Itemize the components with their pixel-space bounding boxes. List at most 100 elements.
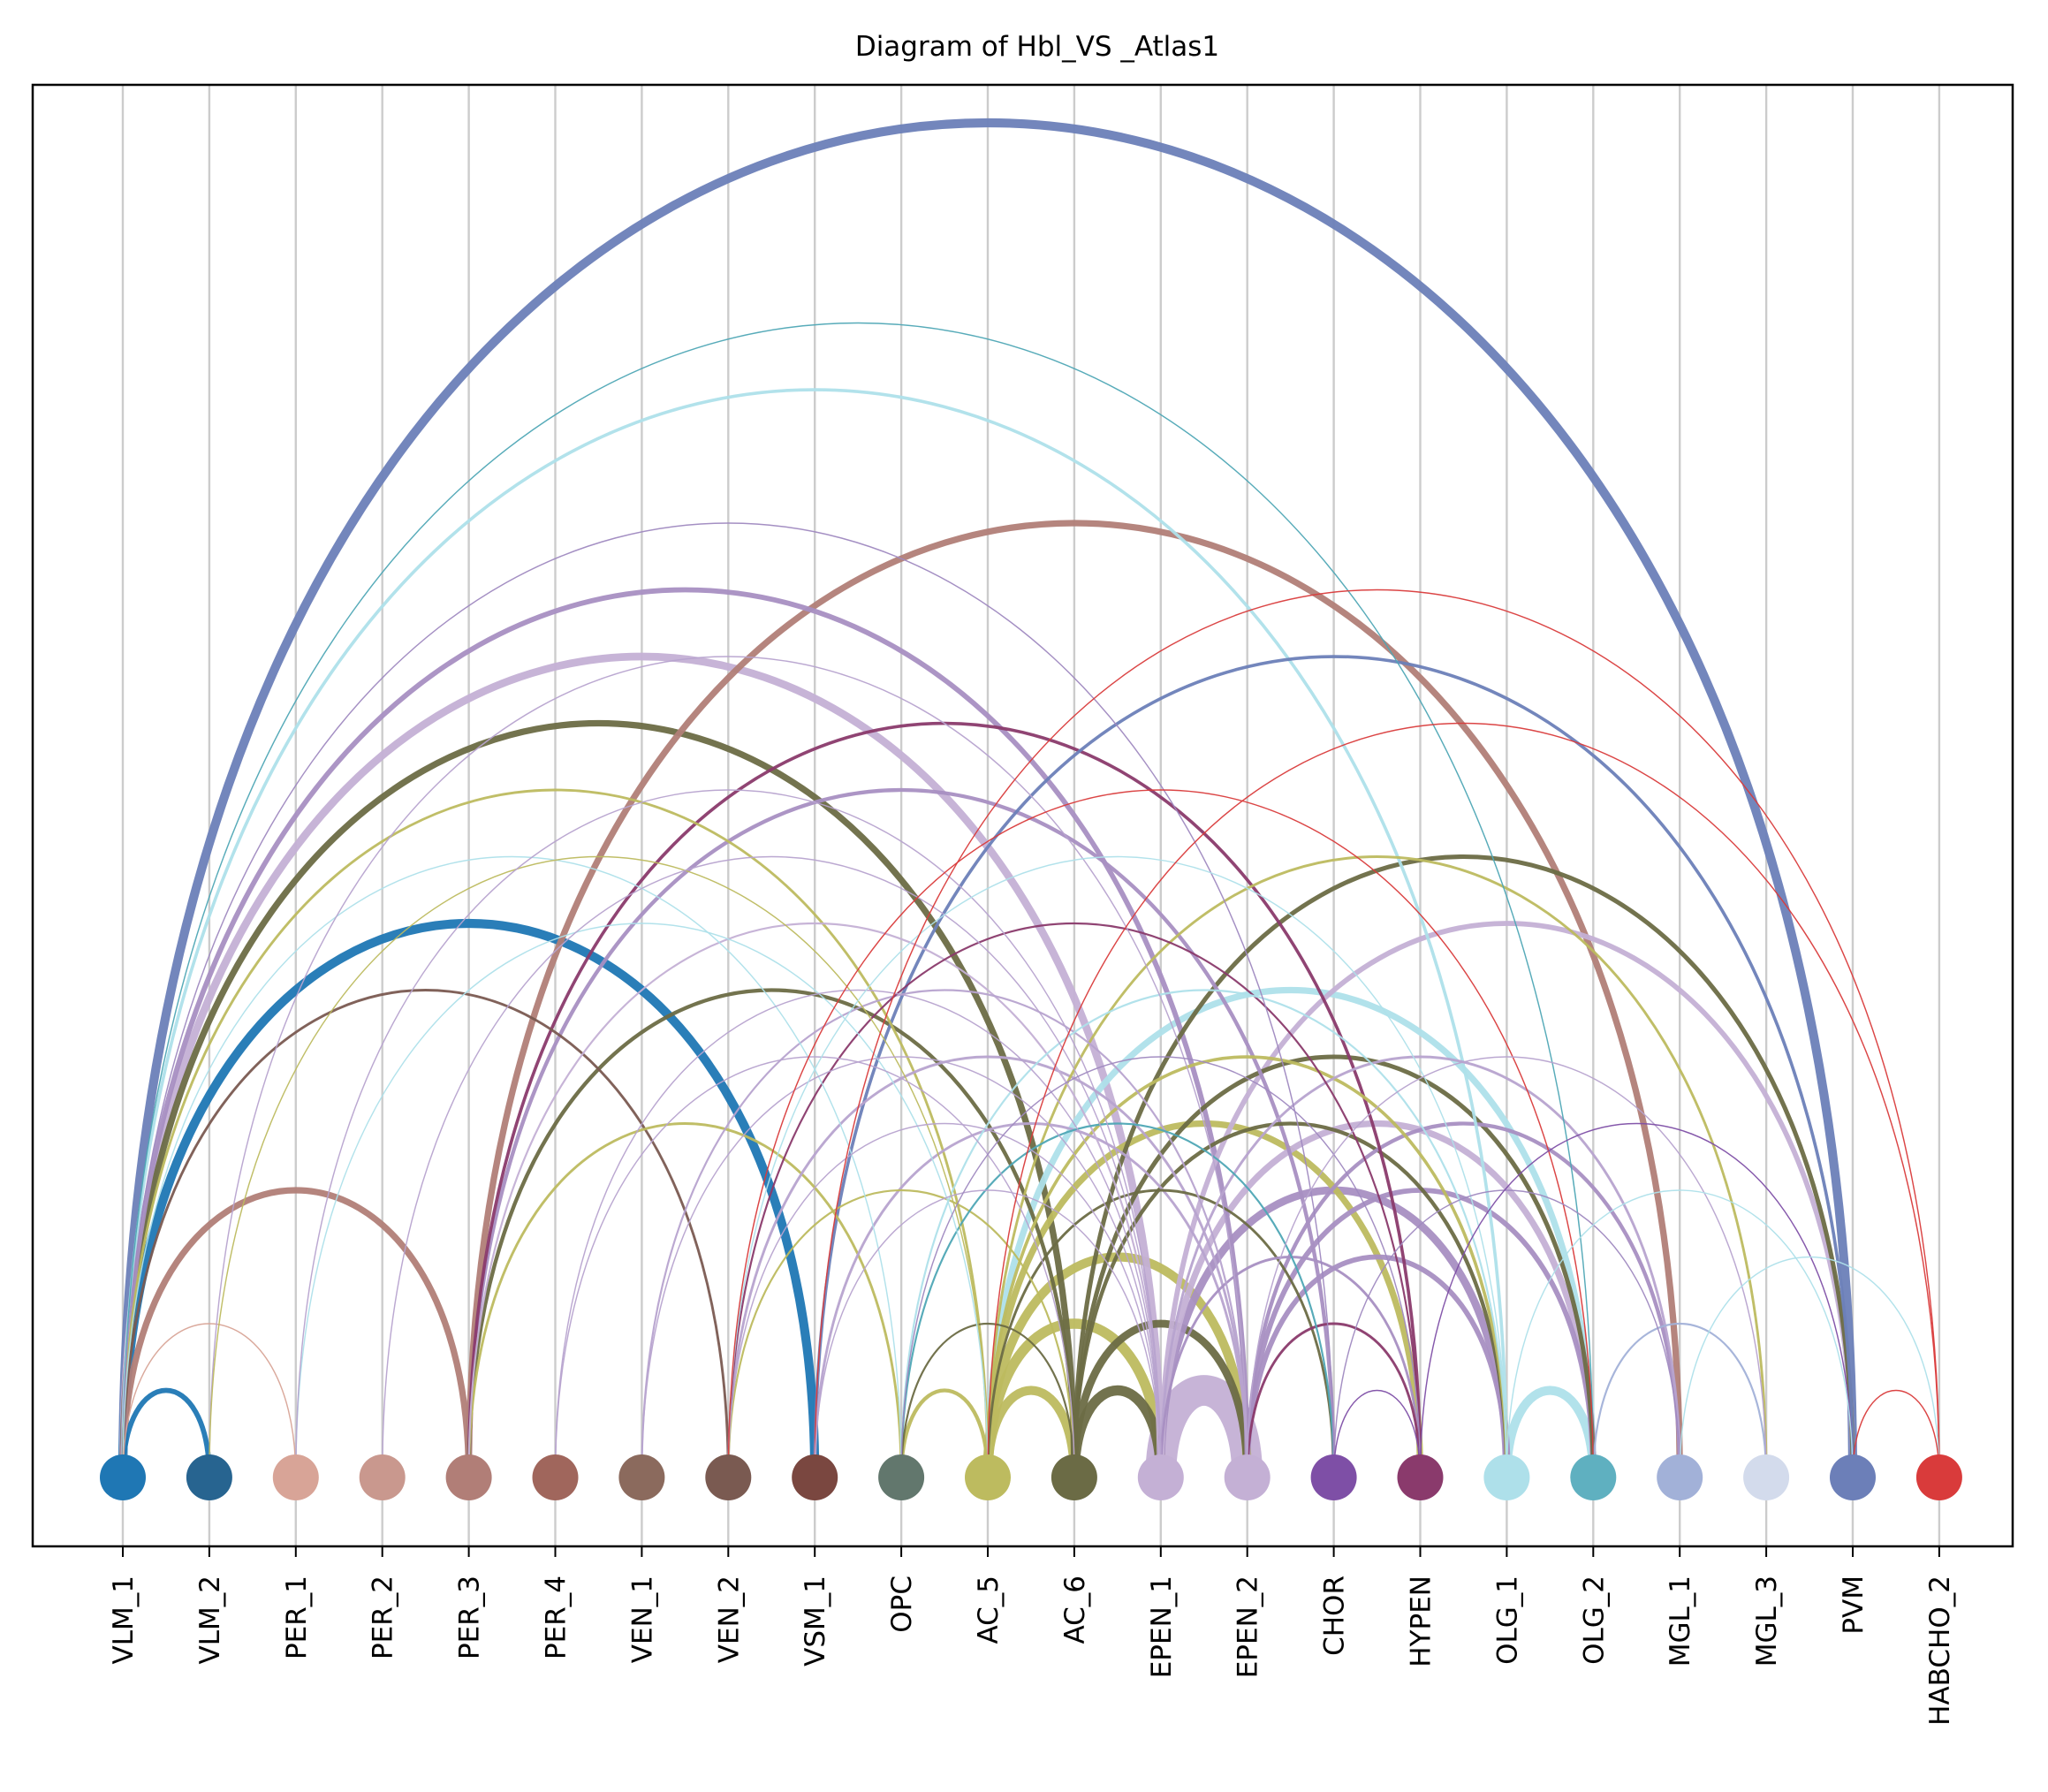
- arc-EPEN_2-HYPEN: [1246, 1322, 1422, 1478]
- node-OPC: [878, 1454, 925, 1500]
- x-tick-label: PER_1: [281, 1576, 313, 1659]
- arc-PER_2-EPEN_1: [381, 856, 1162, 1478]
- arc-VLM_1-OLG_1: [121, 388, 1509, 1478]
- arc-AC_5-CHOR: [986, 1188, 1336, 1478]
- arc-VLM_1-VSM_1: [118, 918, 820, 1478]
- arc-EPEN_1-PVM: [1157, 921, 1855, 1478]
- arc-VLM_2-EPEN_2: [209, 656, 1248, 1478]
- arc-VLM_1-AC_5: [121, 788, 990, 1478]
- arc-VLM_1-VLM_2: [120, 1387, 212, 1478]
- arc-AC_6-EPEN_2: [1070, 1319, 1252, 1478]
- arc-OPC-AC_5: [899, 1388, 990, 1478]
- node-AC_6: [1051, 1454, 1097, 1500]
- node-VEN_2: [705, 1454, 752, 1500]
- arc-EPEN_1-HYPEN: [1159, 1256, 1422, 1478]
- x-tick-label: EPEN_1: [1146, 1576, 1178, 1678]
- node-EPEN_2: [1224, 1454, 1271, 1500]
- node-PER_2: [359, 1454, 406, 1500]
- arc-VLM_1-VEN_2: [121, 989, 730, 1478]
- x-tick-label: PER_2: [368, 1576, 399, 1659]
- x-tick-label: AC_5: [973, 1576, 1005, 1644]
- x-tick-label: VEN_2: [713, 1576, 745, 1663]
- arc-VLM_1-PER_1: [122, 1323, 297, 1478]
- arc-VSM_1-EPEN_1: [814, 1189, 1162, 1478]
- arc-PER_3-EPEN_1: [467, 922, 1162, 1478]
- arc-VEN_1-EPEN_1: [641, 1056, 1162, 1478]
- arc-OPC-CHOR: [900, 1122, 1335, 1478]
- arc-VLM_1-PVM: [118, 118, 1858, 1478]
- node-HABCHO_2: [1915, 1454, 1962, 1500]
- arc-PER_3-OPC: [467, 1122, 903, 1478]
- arc-MGL_1-HABCHO_2: [1679, 1257, 1940, 1478]
- arc-PVM-HABCHO_2: [1852, 1390, 1940, 1478]
- arc-EPEN_2-OLG_1: [1244, 1254, 1510, 1478]
- x-axis-tick-labels: VLM_1 VLM_2 PER_1 PER_2 PER_3 PER_4 VEN_1 VEN_2…: [108, 1576, 1956, 1726]
- arc-AC_5-HABCHO_2: [987, 722, 1940, 1478]
- arc-VEN_2-OLG_1: [727, 856, 1508, 1478]
- arc-EPEN_1-MGL_1: [1159, 1055, 1681, 1478]
- x-tick-label: MGL_1: [1665, 1576, 1696, 1667]
- arc-VLM_1-OLG_2: [122, 322, 1595, 1478]
- arc-EPEN_2-MGL_3: [1246, 1056, 1767, 1478]
- x-tick-label: VLM_2: [194, 1576, 226, 1664]
- arc-VEN_2-HYPEN: [727, 922, 1422, 1478]
- arc-VLM_1-PER_3: [119, 1187, 473, 1478]
- arc-EPEN_2-MGL_1: [1245, 1121, 1682, 1478]
- arc-VSM_1-PVM: [813, 655, 1855, 1478]
- node-PER_3: [445, 1454, 492, 1500]
- arcs: [118, 118, 1940, 1478]
- plot-frame: [31, 83, 2014, 1548]
- node-VLM_2: [186, 1454, 232, 1500]
- arc-PER_4-AC_6: [554, 1056, 1075, 1478]
- arc-EPEN_1-OLG_2: [1157, 1120, 1597, 1478]
- x-tick-label: PER_3: [454, 1576, 486, 1659]
- x-tick-label: MGL_3: [1751, 1576, 1783, 1667]
- arc-PER_3-AC_6: [466, 988, 1077, 1478]
- arc-CHOR-MGL_1: [1332, 1189, 1680, 1478]
- arc-OLG_1-PVM: [1506, 1189, 1854, 1478]
- arc-OPC-OLG_1: [900, 989, 1508, 1478]
- node-VEN_1: [618, 1454, 665, 1500]
- node-OLG_1: [1483, 1454, 1530, 1500]
- x-tick-label: AC_6: [1059, 1576, 1091, 1644]
- arc-PER_1-AC_5: [295, 923, 989, 1478]
- x-tick-label: VSM_1: [800, 1576, 831, 1667]
- arc-VSM_1-EPEN_2: [813, 1122, 1249, 1478]
- x-tick-label: PVM: [1838, 1576, 1870, 1635]
- arc-VEN_2-EPEN_1: [727, 1122, 1162, 1478]
- x-tick-label: OLG_2: [1578, 1576, 1610, 1665]
- node-PER_4: [532, 1454, 579, 1500]
- node-MGL_1: [1657, 1454, 1703, 1500]
- node-AC_5: [965, 1454, 1011, 1500]
- arc-VLM_1-AC_6: [119, 719, 1078, 1478]
- x-axis-ticks: [122, 1546, 1940, 1557]
- node-MGL_3: [1743, 1454, 1790, 1500]
- arc-VSM_1-HABCHO_2: [814, 589, 1940, 1478]
- x-tick-label: OLG_1: [1491, 1576, 1523, 1665]
- node-OLG_2: [1570, 1454, 1617, 1500]
- arc-VEN_1-EPEN_2: [641, 989, 1248, 1478]
- x-tick-label: OPC: [886, 1576, 918, 1633]
- x-tick-label: PER_4: [541, 1576, 573, 1659]
- x-tick-label: VLM_1: [108, 1576, 140, 1664]
- arc-OPC-AC_6: [900, 1322, 1075, 1478]
- arc-HYPEN-PVM: [1419, 1122, 1854, 1478]
- node-VLM_1: [100, 1454, 146, 1500]
- chart-title: Diagram of Hbl_VS _Atlas1: [855, 31, 1219, 63]
- x-tick-label: VEN_1: [626, 1576, 658, 1663]
- x-tick-label: EPEN_2: [1233, 1576, 1264, 1678]
- arc-VEN_2-AC_6: [727, 1188, 1075, 1478]
- node-PVM: [1830, 1454, 1876, 1500]
- node-CHOR: [1310, 1454, 1357, 1500]
- arc-VLM_1-CHOR: [122, 522, 1335, 1478]
- node-VSM_1: [792, 1454, 838, 1500]
- arc-OLG_2-MGL_3: [1592, 1322, 1768, 1478]
- arc-CHOR-HYPEN: [1332, 1390, 1422, 1478]
- arc-AC_6-OLG_1: [1072, 1121, 1509, 1478]
- x-tick-label: HABCHO_2: [1924, 1576, 1956, 1726]
- node-PER_1: [272, 1454, 319, 1500]
- x-tick-label: CHOR: [1319, 1576, 1351, 1656]
- node-HYPEN: [1397, 1454, 1444, 1500]
- arc-PER_4-EPEN_1: [554, 990, 1162, 1478]
